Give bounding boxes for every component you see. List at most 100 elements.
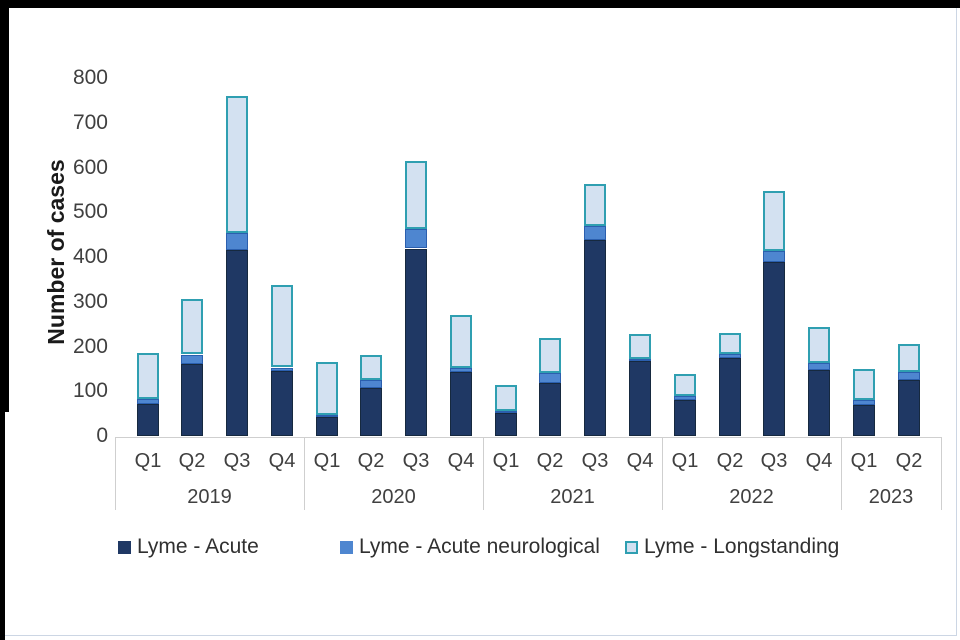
axis-line (841, 437, 842, 510)
bar-segment-neurological (674, 396, 696, 401)
x-tick-label-quarter: Q4 (805, 450, 833, 472)
bar-segment-neurological (137, 398, 159, 404)
legend-label: Lyme - Acute neurological (359, 535, 600, 558)
axis-line (483, 437, 484, 510)
legend-item: Lyme - Acute (118, 535, 259, 559)
bar-segment-acute (495, 413, 517, 436)
bar-segment-longstanding (360, 355, 382, 380)
bar-segment-neurological (316, 414, 338, 417)
bar-segment-longstanding (316, 362, 338, 415)
bar-segment-acute (719, 358, 741, 436)
right-hairline (956, 8, 957, 636)
legend-item: Lyme - Acute neurological (340, 535, 600, 559)
legend-swatch-icon (340, 540, 353, 554)
bar-segment-longstanding (674, 374, 696, 397)
x-tick-label-quarter: Q2 (178, 450, 206, 472)
y-tick-label: 200 (72, 334, 108, 358)
x-tick-label-quarter: Q4 (268, 450, 296, 472)
bar-segment-neurological (405, 229, 427, 249)
bar-segment-acute (226, 249, 248, 436)
bar-segment-acute (137, 403, 159, 436)
bar-segment-neurological (808, 363, 830, 370)
bar-segment-longstanding (226, 95, 248, 234)
x-axis-year-label: 2023 (868, 486, 914, 508)
bar-segment-acute (405, 248, 427, 436)
y-tick-label: 700 (72, 110, 108, 134)
bar-segment-neurological (539, 373, 561, 383)
bar-segment-longstanding (584, 183, 606, 227)
x-tick-label-quarter: Q4 (626, 450, 654, 472)
x-tick-label-quarter: Q1 (492, 450, 520, 472)
bar-segment-longstanding (898, 344, 920, 372)
y-tick-label: 800 (72, 66, 108, 89)
bar-segment-acute (674, 400, 696, 436)
bar-segment-neurological (271, 367, 293, 372)
bar-segment-neurological (226, 233, 248, 250)
legend-label: Lyme - Acute (137, 535, 259, 558)
x-axis-year-label: 2019 (187, 486, 232, 508)
bar-segment-acute (539, 382, 561, 436)
x-tick-label-quarter: Q2 (536, 450, 564, 472)
bar-segment-longstanding (539, 338, 561, 374)
bar-segment-acute (808, 369, 830, 436)
axis-line (304, 437, 305, 510)
bar-segment-acute (271, 371, 293, 436)
bar-segment-longstanding (137, 353, 159, 399)
legend-swatch-icon (625, 540, 638, 554)
frame-left-border (0, 0, 9, 412)
x-tick-label-quarter: Q3 (581, 450, 609, 472)
x-tick-label-quarter: Q2 (716, 450, 744, 472)
bar-segment-longstanding (763, 191, 785, 251)
bar-segment-longstanding (853, 368, 875, 400)
bar-segment-acute (898, 380, 920, 436)
y-tick-label: 600 (72, 155, 108, 179)
bar-segment-longstanding (450, 315, 472, 368)
bar-segment-acute (763, 262, 785, 436)
x-axis-year-label: 2022 (729, 486, 774, 508)
bar-segment-neurological (898, 372, 920, 381)
bottom-hairline (5, 635, 956, 636)
bar-segment-neurological (450, 368, 472, 372)
axis-line (115, 437, 116, 510)
y-tick-label: 500 (72, 200, 108, 224)
x-axis-year-label: 2020 (371, 486, 416, 508)
bar-segment-neurological (719, 353, 741, 359)
bar-segment-neurological (853, 399, 875, 405)
x-tick-label-quarter: Q3 (223, 450, 251, 472)
axis-line (941, 437, 942, 510)
axis-line (115, 437, 941, 438)
bar-segment-longstanding (495, 384, 517, 411)
bar-segment-acute (181, 364, 203, 436)
bar-segment-neurological (181, 354, 203, 365)
bar-segment-neurological (584, 226, 606, 240)
x-tick-label-quarter: Q3 (760, 450, 788, 472)
legend-swatch-icon (118, 540, 131, 554)
bar-segment-acute (316, 416, 338, 436)
x-tick-label-quarter: Q4 (447, 450, 475, 472)
bar-segment-acute (360, 388, 382, 436)
bar-segment-neurological (360, 379, 382, 389)
legend-label: Lyme - Longstanding (644, 535, 840, 558)
bar-segment-acute (584, 240, 606, 436)
bar-segment-neurological (629, 358, 651, 361)
x-tick-label-quarter: Q1 (671, 450, 699, 472)
bar-segment-acute (853, 404, 875, 436)
x-tick-label-quarter: Q1 (313, 450, 341, 472)
x-tick-label-quarter: Q2 (895, 450, 923, 472)
bar-segment-longstanding (808, 326, 830, 363)
frame-top-border (0, 0, 960, 8)
axis-line (662, 437, 663, 510)
y-tick-label: 0 (96, 424, 108, 447)
x-tick-label-quarter: Q1 (850, 450, 878, 472)
bar-segment-longstanding (629, 334, 651, 359)
bar-segment-longstanding (181, 298, 203, 355)
x-tick-label-quarter: Q2 (357, 450, 385, 472)
bar-segment-acute (629, 360, 651, 436)
bar-segment-neurological (495, 410, 517, 414)
frame-left-border-lower (0, 412, 5, 640)
x-tick-label-quarter: Q1 (134, 450, 162, 472)
bar-segment-acute (450, 371, 472, 436)
y-tick-label: 300 (72, 289, 108, 313)
bar-segment-longstanding (719, 333, 741, 354)
